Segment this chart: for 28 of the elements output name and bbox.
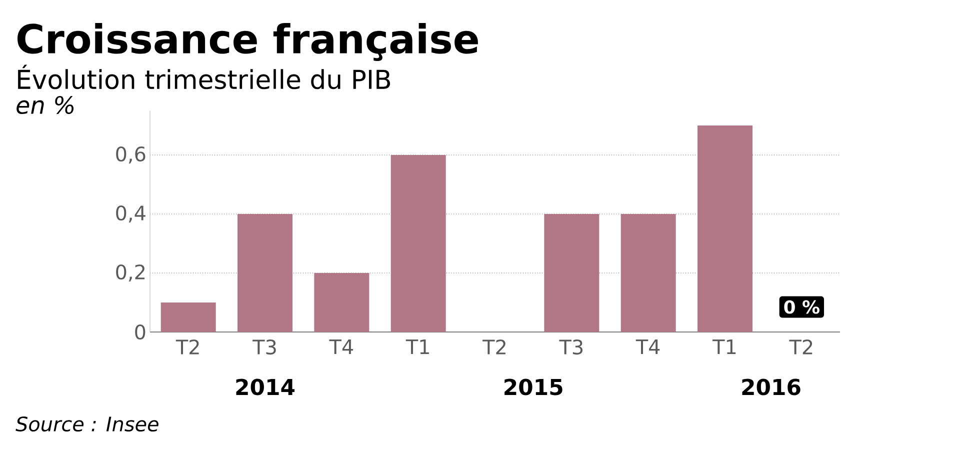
x-tick-label: T2 (482, 340, 506, 354)
bar (620, 214, 676, 332)
chart-subtitle: Évolution trimestrielle du PIB (18, 64, 390, 90)
x-tick-label: T3 (559, 340, 582, 355)
x-tick-label: T2 (176, 340, 199, 354)
x-tick-label: T1 (712, 340, 736, 354)
y-tick-label: 0,2 (116, 264, 144, 282)
x-tick-label: T4 (636, 340, 660, 354)
bar (390, 154, 446, 332)
x-tick-label: T3 (252, 340, 276, 355)
y-tick-label: 0,4 (116, 205, 146, 223)
y-tick-label: 0 (135, 324, 146, 340)
bar (544, 214, 600, 332)
y-axis-title: en % (16, 96, 74, 114)
bar (314, 272, 370, 332)
text: 2014 (236, 378, 295, 396)
text: 2016 (742, 378, 800, 396)
source-note: Source : Insee (16, 416, 158, 432)
x-tick-label: T2 (789, 340, 812, 354)
bar (160, 302, 216, 332)
bar (698, 125, 752, 332)
chart-title: Croissance française (18, 22, 478, 62)
x-tick-label: T4 (329, 340, 353, 354)
bar (238, 214, 293, 332)
text: 2015 (504, 378, 562, 396)
y-tick-label: 0,6 (116, 146, 146, 164)
data-label: 0 % (784, 300, 820, 314)
x-tick-label: T1 (406, 340, 429, 354)
